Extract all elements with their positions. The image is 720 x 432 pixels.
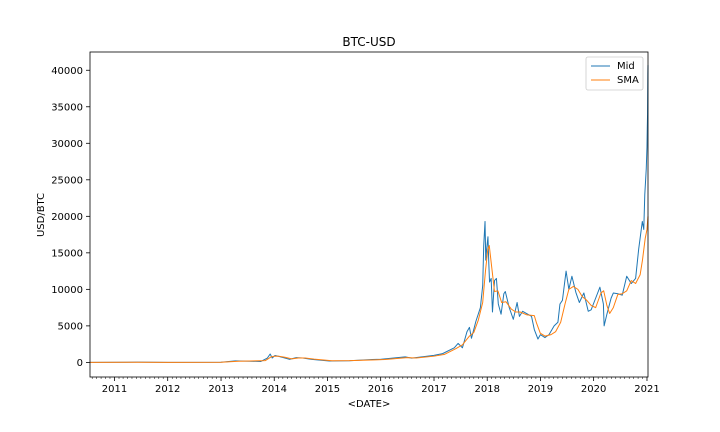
x-tick-label: 2012 [155, 384, 180, 395]
y-tick-label: 5000 [58, 321, 83, 332]
x-tick-label: 2020 [581, 384, 606, 395]
x-tick-label: 2014 [262, 384, 287, 395]
x-tick-label: 2013 [208, 384, 233, 395]
y-tick-label: 25000 [51, 175, 83, 186]
plot-frame [89, 51, 649, 378]
x-tick-label: 2016 [368, 384, 393, 395]
legend-box [585, 56, 644, 91]
x-tick-label: 2015 [315, 384, 340, 395]
y-tick-label: 35000 [51, 102, 83, 113]
y-axis-label: USD/BTC [36, 193, 47, 237]
axes-layer [89, 51, 649, 378]
y-tick-label: 20000 [51, 212, 83, 223]
x-tick-label: 2011 [102, 384, 127, 395]
y-tick-label: 10000 [51, 285, 83, 296]
y-tick-label: 0 [77, 358, 83, 369]
y-tick-label: 30000 [51, 139, 83, 150]
x-axis-label: <DATE> [348, 399, 391, 410]
legend-sma-label: SMA [617, 75, 639, 86]
y-axis: 0 5000 10000 15000 20000 25000 30000 35000 40000 [51, 66, 90, 369]
x-tick-label: 2017 [421, 384, 446, 395]
plot-area [90, 52, 648, 377]
legend-mid-label: Mid [617, 61, 635, 72]
legend: Mid SMA [585, 56, 644, 91]
y-tick-label: 40000 [51, 66, 83, 77]
series-layer [89, 65, 649, 363]
chart-title: BTC-USD [342, 35, 395, 49]
x-tick-label: 2019 [528, 384, 553, 395]
x-tick-label: 2018 [474, 384, 499, 395]
x-tick-label: 2021 [634, 384, 659, 395]
y-tick-label: 15000 [51, 248, 83, 259]
x-axis: 2011 2012 2013 2014 2015 2016 2017 2018 2019 2020… [91, 377, 660, 395]
series-line-sma [89, 216, 649, 363]
